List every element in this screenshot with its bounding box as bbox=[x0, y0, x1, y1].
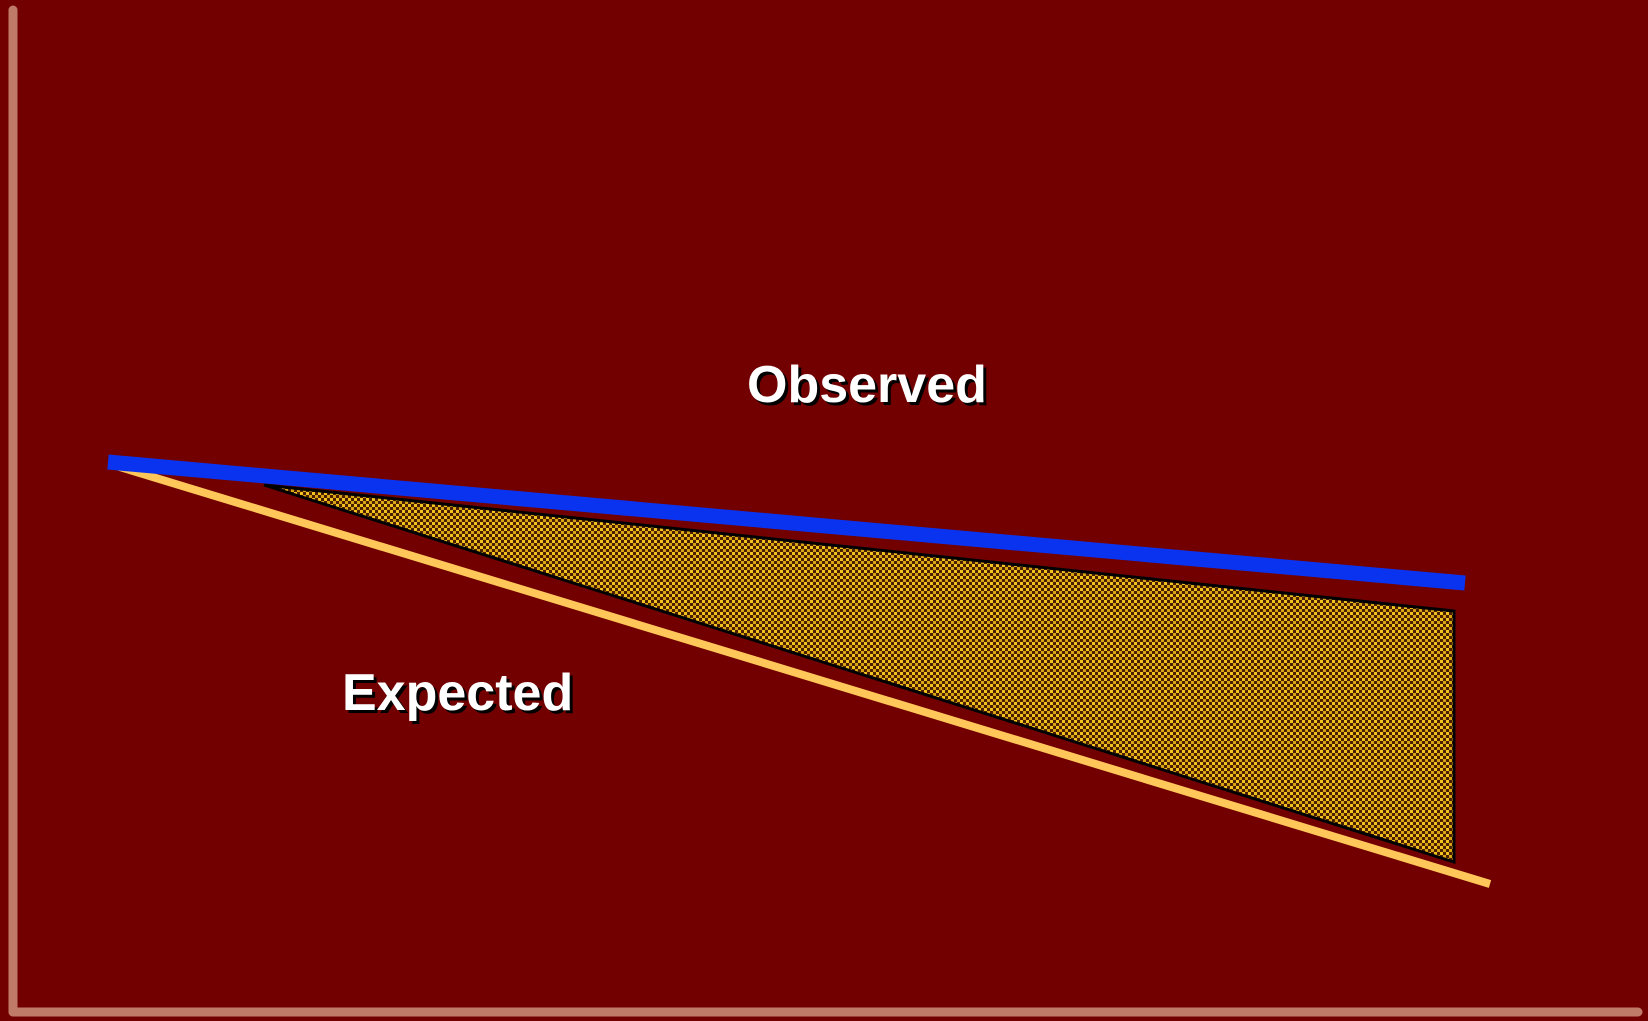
observed-label-group: Observed Observed bbox=[747, 356, 990, 417]
observed-label: Observed bbox=[747, 356, 987, 414]
expected-label-group: Expected Expected bbox=[342, 664, 576, 725]
expected-label: Expected bbox=[342, 664, 573, 722]
gap-area bbox=[263, 483, 1456, 865]
observed-label-shadow: Observed bbox=[750, 359, 990, 417]
expected-label-shadow: Expected bbox=[345, 667, 576, 725]
expected-line bbox=[108, 460, 1492, 888]
observed-line bbox=[107, 454, 1466, 591]
